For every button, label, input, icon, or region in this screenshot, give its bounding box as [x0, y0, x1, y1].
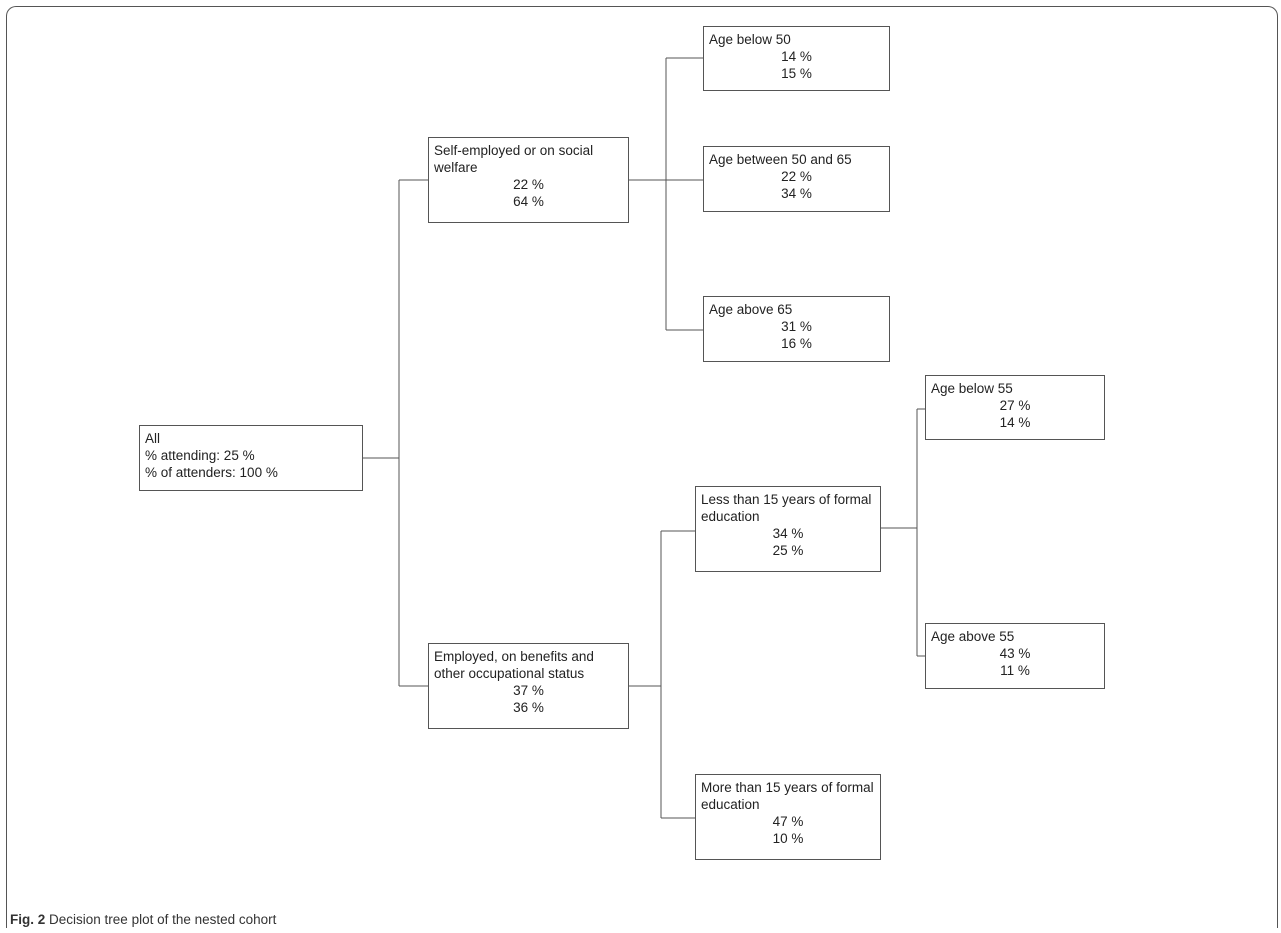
node-less-15-edu: Less than 15 years of formal education 3… [695, 486, 881, 572]
node-value-attenders: 16 % [781, 336, 812, 351]
figure-caption-text: Decision tree plot of the nested cohort [49, 912, 277, 927]
node-attending: % attending: 25 % [145, 448, 255, 463]
figure-caption: Fig. 2 Decision tree plot of the nested … [10, 912, 276, 927]
node-all: All % attending: 25 % % of attenders: 10… [139, 425, 363, 491]
node-label: Less than 15 years of formal education [701, 492, 872, 524]
node-employed: Employed, on benefits and other occupati… [428, 643, 629, 729]
node-value-attenders: 10 % [772, 831, 804, 846]
node-age-above-55: Age above 55 43 % 11 % [925, 623, 1105, 689]
node-more-15-edu: More than 15 years of formal education 4… [695, 774, 881, 860]
figure-frame [6, 6, 1278, 928]
node-value-attenders: 14 % [999, 415, 1031, 430]
node-label: Age below 50 [709, 32, 791, 47]
node-age-50-65: Age between 50 and 65 22 % 34 % [703, 146, 890, 212]
node-value-attenders: 36 % [513, 700, 544, 715]
figure-number: Fig. 2 [10, 912, 46, 927]
node-value-attending: 43 % [999, 646, 1031, 661]
node-value-attenders: 64 % [513, 194, 544, 209]
node-value-attenders: 15 % [781, 66, 812, 81]
node-label: Self-employed or on social welfare [434, 143, 594, 175]
node-label: Age between 50 and 65 [709, 152, 852, 167]
node-value-attending: 22 % [513, 177, 544, 192]
node-label: Age below 55 [931, 381, 1013, 396]
node-age-above-65: Age above 65 31 % 16 % [703, 296, 890, 362]
node-age-below-55: Age below 55 27 % 14 % [925, 375, 1105, 440]
node-value-attending: 14 % [781, 49, 812, 64]
node-value-attenders: 34 % [781, 186, 812, 201]
node-value-attending: 31 % [781, 319, 812, 334]
node-self-employed: Self-employed or on social welfare 22 % … [428, 137, 629, 223]
node-value-attenders: 11 % [1000, 663, 1030, 678]
node-label: Age above 65 [709, 302, 793, 317]
node-value-attending: 37 % [513, 683, 544, 698]
node-label: Age above 55 [931, 629, 1015, 644]
node-label: All [145, 431, 161, 446]
node-value-attending: 27 % [999, 398, 1031, 413]
node-value-attending: 47 % [772, 814, 804, 829]
node-label: Employed, on benefits and other occupati… [434, 649, 594, 681]
node-value-attending: 22 % [781, 169, 812, 184]
node-attenders: % of attenders: 100 % [145, 465, 278, 480]
node-value-attenders: 25 % [772, 543, 804, 558]
node-label: More than 15 years of formal education [701, 780, 874, 812]
node-age-below-50: Age below 50 14 % 15 % [703, 26, 890, 91]
node-value-attending: 34 % [772, 526, 804, 541]
